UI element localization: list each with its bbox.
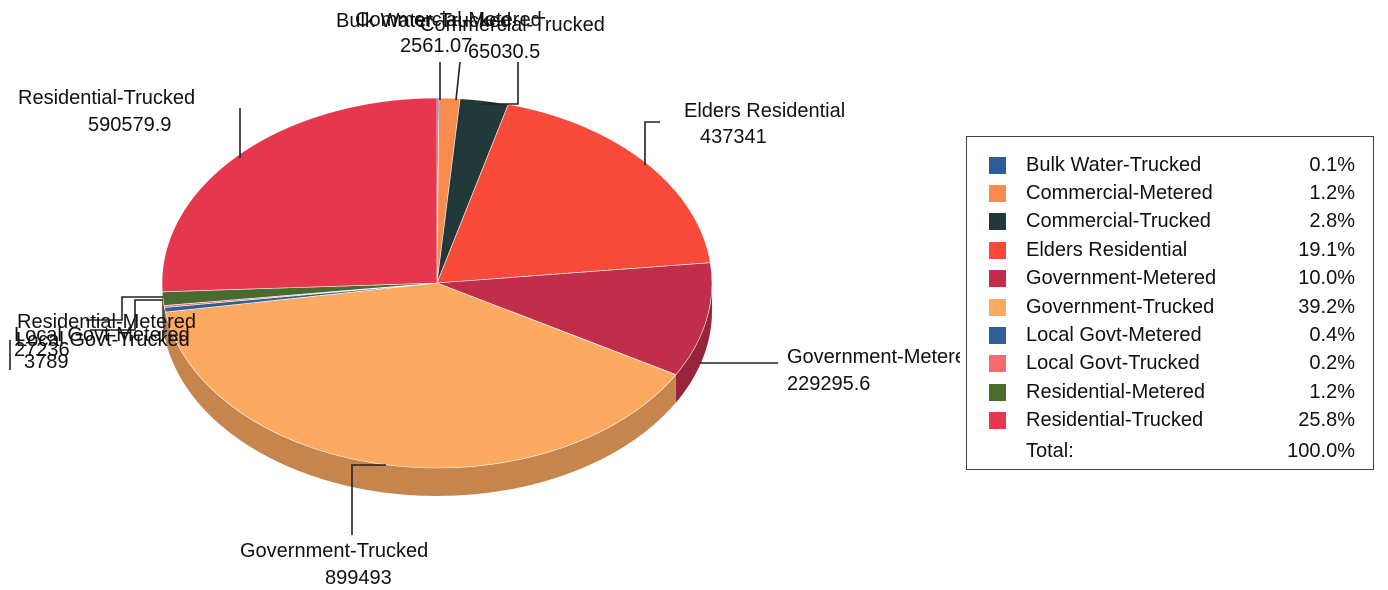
value-residential-trucked: 590579.9 <box>88 114 171 136</box>
legend-item-commercial-metered: Commercial-Metered 1.2% <box>989 179 1355 207</box>
legend-swatch <box>989 299 1006 316</box>
legend-percent: 2.8% <box>1309 210 1355 233</box>
legend-percent: 0.4% <box>1309 324 1355 347</box>
value-government-trucked: 899493 <box>325 567 392 589</box>
legend-percent: 1.2% <box>1309 182 1355 205</box>
legend-swatch <box>989 412 1006 429</box>
legend-label: Government-Metered <box>1026 267 1298 290</box>
legend-item-elders-residential: Elders Residential 19.1% <box>989 236 1355 264</box>
pie-chart: Bulk Water-Trucked Commercial-Metered Co… <box>0 0 960 590</box>
legend-swatch <box>989 355 1006 372</box>
legend-item-residential-trucked: Residential-Trucked 25.8% <box>989 407 1355 435</box>
legend-total-percent: 100.0% <box>1287 440 1355 463</box>
legend-item-government-metered: Government-Metered 10.0% <box>989 265 1355 293</box>
legend-label: Elders Residential <box>1026 239 1298 262</box>
legend-item-government-trucked: Government-Trucked 39.2% <box>989 293 1355 321</box>
legend-label: Local Govt-Trucked <box>1026 352 1309 375</box>
legend-label: Residential-Metered <box>1026 381 1309 404</box>
pie-slice-residential-trucked <box>162 98 437 292</box>
legend-percent: 25.8% <box>1298 409 1355 432</box>
legend-label: Commercial-Metered <box>1026 182 1309 205</box>
pie-top-layer <box>162 98 712 468</box>
legend-label: Local Govt-Metered <box>1026 324 1309 347</box>
legend-percent: 1.2% <box>1309 381 1355 404</box>
legend-item-local-govt-trucked: Local Govt-Trucked 0.2% <box>989 350 1355 378</box>
legend-total-label: Total: <box>1026 440 1287 463</box>
legend-swatch <box>989 213 1006 230</box>
label-residential-trucked: Residential-Trucked <box>18 87 195 109</box>
label-elders-residential: Elders Residential <box>684 100 845 122</box>
chart-legend: Bulk Water-Trucked 0.1% Commercial-Metered… <box>966 136 1374 470</box>
legend-percent: 0.2% <box>1309 352 1355 375</box>
value-government-metered: 229295.6 <box>787 373 870 395</box>
leader-line-commercial-metered <box>456 62 460 100</box>
value-local-govt-trucked: 3789 <box>24 351 69 373</box>
legend-percent: 10.0% <box>1298 267 1355 290</box>
legend-swatch <box>989 327 1006 344</box>
legend-swatch <box>989 157 1006 174</box>
legend-label: Commercial-Trucked <box>1026 210 1309 233</box>
legend-total-spacer <box>989 443 1006 460</box>
legend-percent: 19.1% <box>1298 239 1355 262</box>
legend-swatch <box>989 242 1006 259</box>
legend-item-bulk-water-trucked: Bulk Water-Trucked 0.1% <box>989 151 1355 179</box>
label-government-trucked: Government-Trucked <box>240 540 428 562</box>
legend-swatch <box>989 384 1006 401</box>
legend-percent: 0.1% <box>1309 154 1355 177</box>
legend-total-row: Total: 100.0% <box>989 437 1355 465</box>
legend-label: Government-Trucked <box>1026 296 1298 319</box>
leader-line-elders-residential <box>645 122 660 165</box>
legend-item-residential-metered: Residential-Metered 1.2% <box>989 378 1355 406</box>
value-elders-residential: 437341 <box>700 126 767 148</box>
legend-percent: 39.2% <box>1298 296 1355 319</box>
label-commercial-trucked: Commercial-Trucked <box>420 14 605 36</box>
value-commercial-trucked: 65030.5 <box>468 41 540 63</box>
legend-label: Bulk Water-Trucked <box>1026 154 1309 177</box>
legend-swatch <box>989 185 1006 202</box>
legend-swatch <box>989 270 1006 287</box>
value-bulk-water-trucked: 2561.07 <box>400 35 472 57</box>
legend-label: Residential-Trucked <box>1026 409 1298 432</box>
leader-line-commercial-trucked <box>482 62 518 104</box>
label-government-metered: Government-Metered <box>787 346 960 368</box>
legend-item-commercial-trucked: Commercial-Trucked 2.8% <box>989 208 1355 236</box>
legend-item-local-govt-metered: Local Govt-Metered 0.4% <box>989 321 1355 349</box>
